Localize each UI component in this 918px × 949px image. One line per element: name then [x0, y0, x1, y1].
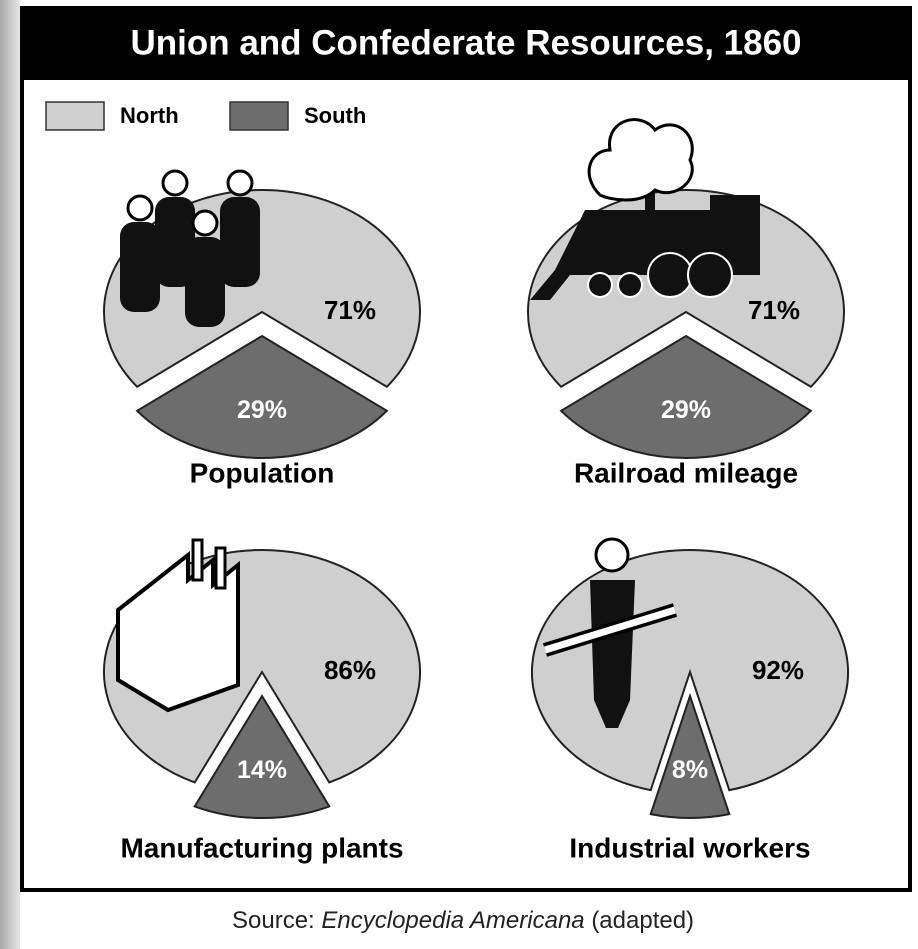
value-label-south: 8% [672, 756, 708, 784]
source-suffix: (adapted) [591, 907, 694, 934]
person-head [228, 171, 252, 195]
legend-swatch [46, 102, 104, 130]
pie-title: Population [190, 457, 335, 488]
page: {"title": "Union and Confederate Resourc… [0, 0, 918, 949]
legend-label: North [120, 103, 179, 128]
value-label-north: 71% [748, 295, 800, 325]
person-head [193, 211, 217, 235]
pie-title: Industrial workers [569, 832, 810, 863]
chart-title: Union and Confederate Resources, 1860 [130, 23, 801, 62]
value-label-south: 14% [237, 756, 287, 784]
value-label-north: 71% [324, 295, 376, 325]
source-work: Encyclopedia Americana [321, 907, 584, 934]
value-label-north: 92% [752, 655, 804, 685]
pie-title: Manufacturing plants [120, 832, 403, 863]
legend-label: South [304, 103, 366, 128]
chimney [193, 540, 202, 580]
person-head [128, 196, 152, 220]
train-wheel [688, 253, 732, 297]
person-body [120, 222, 160, 312]
background-edge [0, 0, 20, 949]
person-body [220, 197, 260, 287]
pie-title: Railroad mileage [574, 457, 798, 488]
chart: Union and Confederate Resources, 1860 So… [0, 0, 918, 949]
source-note: Source: Encyclopedia Americana (adapted) [232, 907, 694, 934]
value-label-south: 29% [661, 396, 711, 424]
value-label-north: 86% [324, 655, 376, 685]
source-prefix: Source: [232, 907, 315, 934]
worker-head [596, 539, 628, 571]
legend-swatch [230, 102, 288, 130]
train-wheel [588, 273, 612, 297]
person-head [163, 171, 187, 195]
person-body [185, 237, 225, 327]
chimney [216, 548, 225, 588]
value-label-south: 29% [237, 396, 287, 424]
train-wheel [648, 253, 692, 297]
train-wheel [618, 273, 642, 297]
